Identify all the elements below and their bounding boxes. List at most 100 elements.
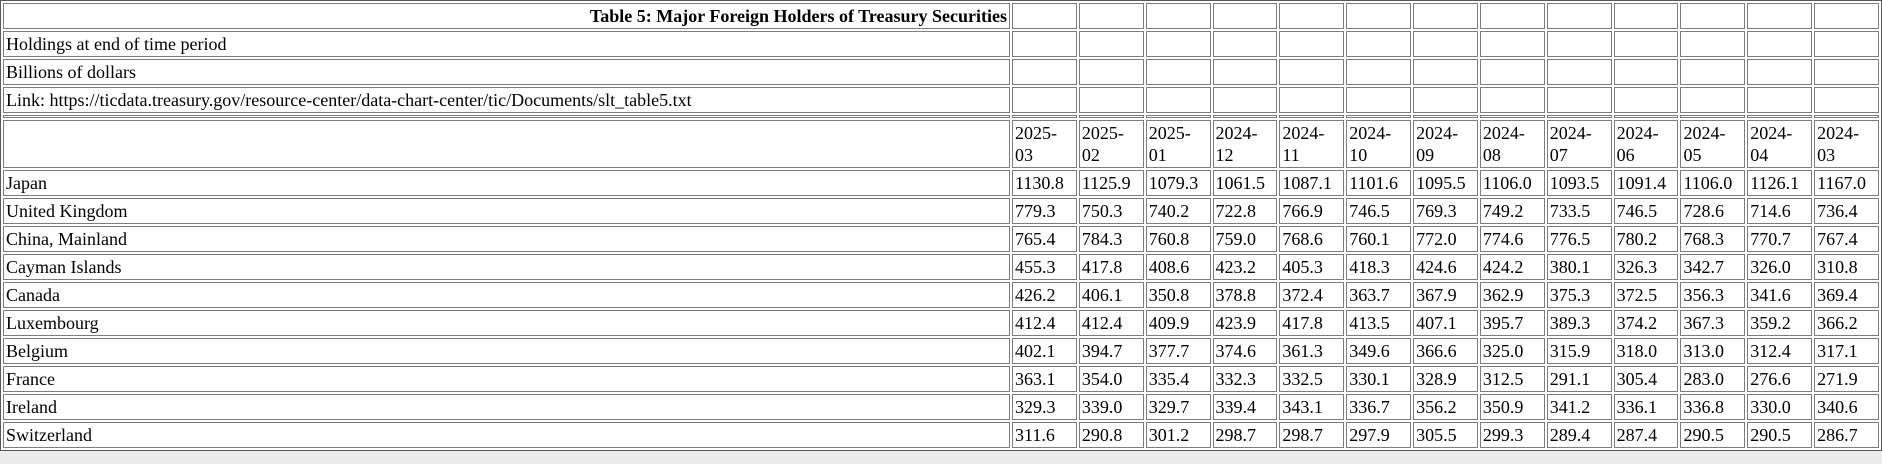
empty-cell bbox=[1346, 87, 1412, 113]
empty-cell bbox=[1413, 59, 1478, 85]
row-label: Belgium bbox=[3, 338, 1010, 364]
value-cell: 407.1 bbox=[1413, 310, 1478, 336]
value-cell: 402.1 bbox=[1012, 338, 1077, 364]
empty-cell bbox=[1747, 3, 1813, 29]
value-cell: 330.0 bbox=[1747, 394, 1813, 420]
spacer-cell bbox=[1814, 115, 1879, 118]
value-cell: 305.5 bbox=[1413, 422, 1478, 448]
value-cell: 760.1 bbox=[1346, 226, 1412, 252]
value-cell: 408.6 bbox=[1145, 254, 1211, 280]
empty-cell bbox=[1078, 87, 1144, 113]
empty-cell bbox=[1546, 87, 1612, 113]
value-cell: 350.9 bbox=[1479, 394, 1545, 420]
empty-cell bbox=[1078, 3, 1144, 29]
value-cell: 728.6 bbox=[1680, 198, 1746, 224]
value-cell: 389.3 bbox=[1546, 310, 1612, 336]
value-cell: 733.5 bbox=[1546, 198, 1612, 224]
value-cell: 374.6 bbox=[1212, 338, 1278, 364]
value-cell: 405.3 bbox=[1279, 254, 1345, 280]
table-row: Japan 1130.8 1125.9 1079.3 1061.5 1087.1 1101.… bbox=[3, 170, 1879, 196]
row-label: China, Mainland bbox=[3, 226, 1010, 252]
table-row: Luxembourg 412.4 412.4 409.9 423.9 417.8 413.5… bbox=[3, 310, 1879, 336]
spacer-cell bbox=[1279, 115, 1345, 118]
value-cell: 772.0 bbox=[1413, 226, 1478, 252]
empty-cell bbox=[1814, 87, 1879, 113]
value-cell: 310.8 bbox=[1814, 254, 1879, 280]
value-cell: 1167.0 bbox=[1814, 170, 1879, 196]
spacer-cell bbox=[3, 115, 1010, 118]
value-cell: 298.7 bbox=[1212, 422, 1278, 448]
date-header-cell: 2024-11 bbox=[1279, 120, 1345, 168]
value-cell: 350.8 bbox=[1145, 282, 1211, 308]
value-cell: 328.9 bbox=[1413, 366, 1478, 392]
value-cell: 779.3 bbox=[1012, 198, 1077, 224]
spacer-cell bbox=[1145, 115, 1211, 118]
spacer-cell bbox=[1479, 115, 1545, 118]
empty-cell bbox=[1680, 3, 1746, 29]
empty-cell bbox=[1479, 3, 1545, 29]
empty-cell bbox=[1680, 31, 1746, 57]
units-note: Billions of dollars bbox=[3, 59, 1010, 85]
spacer-cell bbox=[1078, 115, 1144, 118]
value-cell: 776.5 bbox=[1546, 226, 1612, 252]
empty-cell bbox=[1747, 59, 1813, 85]
value-cell: 765.4 bbox=[1012, 226, 1077, 252]
row-label: United Kingdom bbox=[3, 198, 1010, 224]
value-cell: 311.6 bbox=[1012, 422, 1077, 448]
value-cell: 1079.3 bbox=[1145, 170, 1211, 196]
row-label: Japan bbox=[3, 170, 1010, 196]
empty-cell bbox=[1078, 59, 1144, 85]
value-cell: 372.4 bbox=[1279, 282, 1345, 308]
empty-cell bbox=[1479, 87, 1545, 113]
value-cell: 746.5 bbox=[1613, 198, 1679, 224]
date-header-cell: 2024-07 bbox=[1546, 120, 1612, 168]
value-cell: 289.4 bbox=[1546, 422, 1612, 448]
date-header-cell: 2025-01 bbox=[1145, 120, 1211, 168]
value-cell: 722.8 bbox=[1212, 198, 1278, 224]
treasury-holders-table: Table 5: Major Foreign Holders of Treasu… bbox=[0, 0, 1882, 451]
empty-cell bbox=[1613, 3, 1679, 29]
holdings-note: Holdings at end of time period bbox=[3, 31, 1010, 57]
value-cell: 1091.4 bbox=[1613, 170, 1679, 196]
spacer-cell bbox=[1212, 115, 1278, 118]
empty-cell bbox=[1613, 31, 1679, 57]
value-cell: 317.1 bbox=[1814, 338, 1879, 364]
value-cell: 367.9 bbox=[1413, 282, 1478, 308]
empty-cell bbox=[1479, 31, 1545, 57]
value-cell: 413.5 bbox=[1346, 310, 1412, 336]
date-header-cell: 2024-06 bbox=[1613, 120, 1679, 168]
value-cell: 423.2 bbox=[1212, 254, 1278, 280]
value-cell: 339.0 bbox=[1078, 394, 1144, 420]
value-cell: 749.2 bbox=[1479, 198, 1545, 224]
date-header-cell: 2025-03 bbox=[1012, 120, 1077, 168]
empty-cell bbox=[1279, 59, 1345, 85]
value-cell: 759.0 bbox=[1212, 226, 1278, 252]
empty-cell bbox=[1479, 59, 1545, 85]
value-cell: 356.3 bbox=[1680, 282, 1746, 308]
table-row: France 363.1 354.0 335.4 332.3 332.5 330.1 328.… bbox=[3, 366, 1879, 392]
empty-cell bbox=[1145, 87, 1211, 113]
table-row: United Kingdom 779.3 750.3 740.2 722.8 766.9 7… bbox=[3, 198, 1879, 224]
date-row-stub-cell bbox=[3, 120, 1010, 168]
value-cell: 356.2 bbox=[1413, 394, 1478, 420]
value-cell: 299.3 bbox=[1479, 422, 1545, 448]
row-label: Luxembourg bbox=[3, 310, 1010, 336]
value-cell: 340.6 bbox=[1814, 394, 1879, 420]
spacer-row bbox=[3, 115, 1879, 118]
value-cell: 372.5 bbox=[1613, 282, 1679, 308]
title-row: Table 5: Major Foreign Holders of Treasu… bbox=[3, 3, 1879, 29]
value-cell: 375.3 bbox=[1546, 282, 1612, 308]
value-cell: 283.0 bbox=[1680, 366, 1746, 392]
value-cell: 374.2 bbox=[1613, 310, 1679, 336]
value-cell: 286.7 bbox=[1814, 422, 1879, 448]
table-row: Cayman Islands 455.3 417.8 408.6 423.2 405.3 4… bbox=[3, 254, 1879, 280]
value-cell: 342.7 bbox=[1680, 254, 1746, 280]
value-cell: 349.6 bbox=[1346, 338, 1412, 364]
empty-cell bbox=[1613, 59, 1679, 85]
value-cell: 424.2 bbox=[1479, 254, 1545, 280]
value-cell: 417.8 bbox=[1279, 310, 1345, 336]
spacer-cell bbox=[1346, 115, 1412, 118]
value-cell: 1125.9 bbox=[1078, 170, 1144, 196]
value-cell: 343.1 bbox=[1279, 394, 1345, 420]
value-cell: 339.4 bbox=[1212, 394, 1278, 420]
